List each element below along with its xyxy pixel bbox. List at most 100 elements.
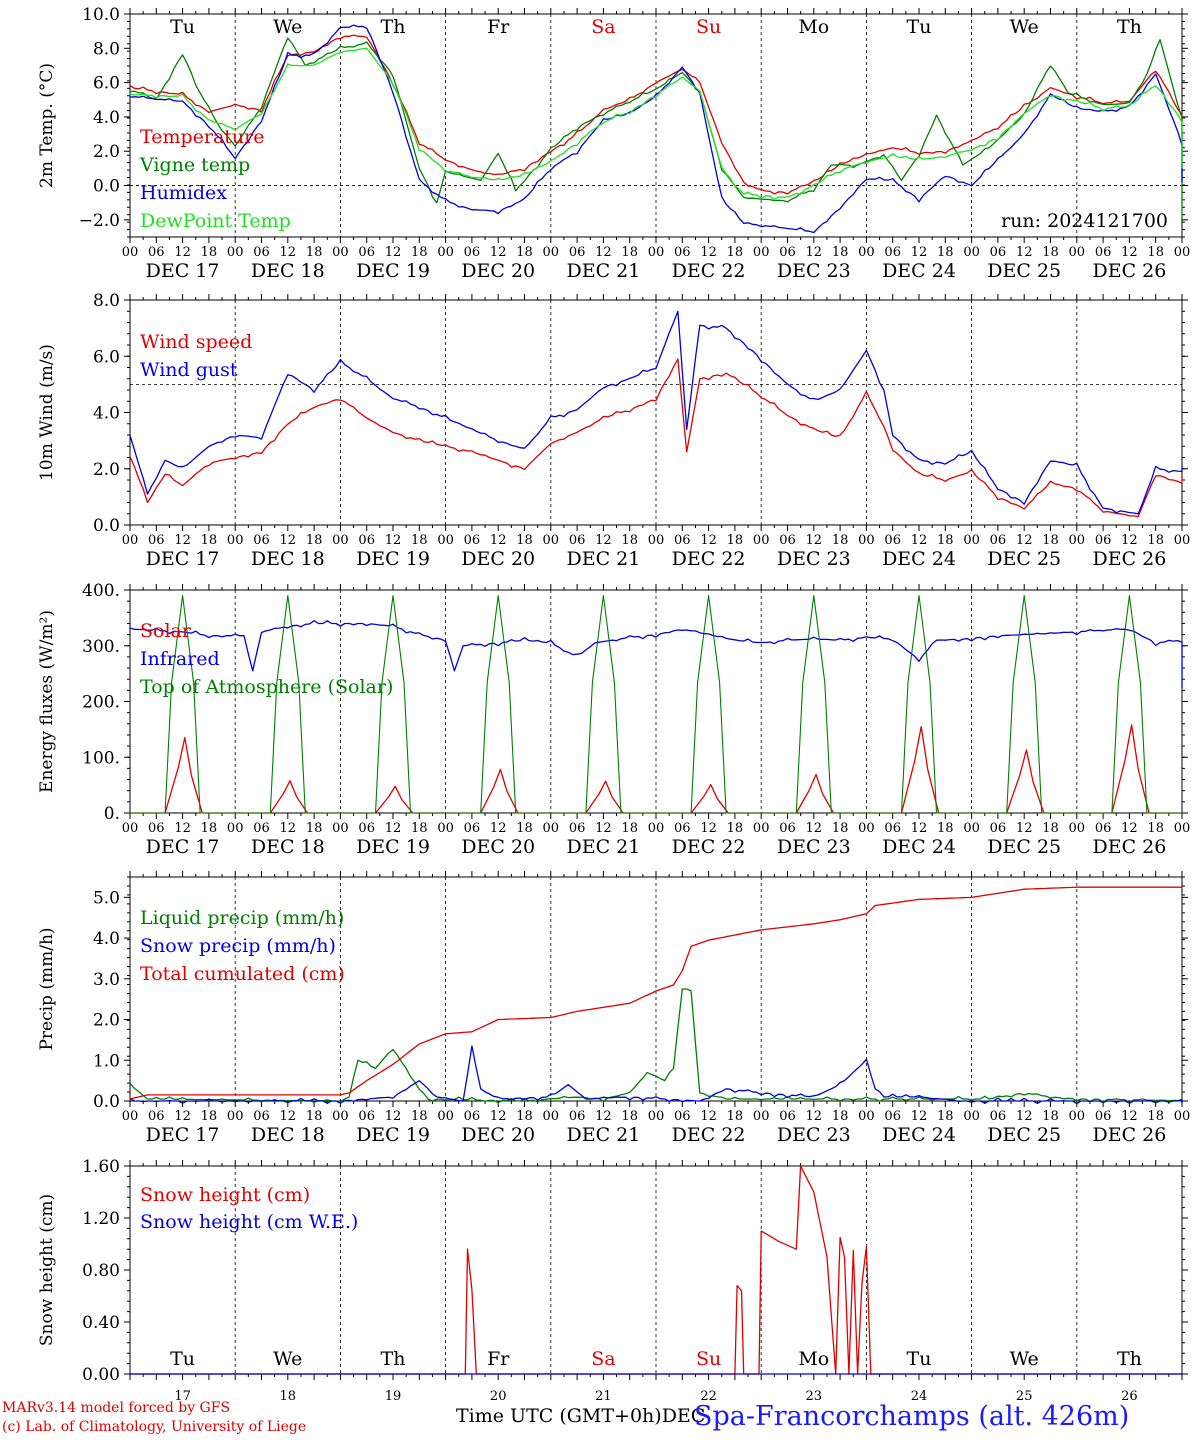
legend-entry: Vigne temp (139, 154, 250, 176)
day-label: DEC 20 (461, 836, 535, 858)
hour-tick-label: 18 (621, 245, 638, 260)
hour-tick-label: 00 (1069, 821, 1086, 836)
series-infrared (129, 620, 1183, 688)
weekday-label: We (1010, 1348, 1039, 1370)
hour-tick-label: 00 (437, 245, 454, 260)
legend-entry: Temperature (140, 126, 264, 148)
hour-tick-label: 00 (648, 533, 665, 548)
hour-tick-label: 06 (1095, 533, 1112, 548)
day-label: DEC 24 (882, 260, 956, 282)
hour-tick-label: 12 (1016, 821, 1033, 836)
hour-tick-label: 12 (595, 1109, 612, 1124)
hour-tick-label: 00 (858, 533, 875, 548)
day-label: DEC 23 (777, 1124, 851, 1146)
hour-tick-label: 06 (779, 1109, 796, 1124)
series-dewpoint-temp (129, 47, 1183, 200)
y-tick-label: 0. (104, 804, 120, 824)
hour-tick-label: 18 (621, 533, 638, 548)
y-tick-label: 5.0 (93, 888, 120, 908)
legend-entry: Snow height (cm) (140, 1184, 310, 1206)
y-tick-label: 2.0 (93, 142, 120, 162)
hour-tick-label: 00 (648, 821, 665, 836)
y-tick-label: −2.0 (79, 211, 120, 231)
series-humidex (129, 24, 1183, 234)
hour-tick-label: 18 (1042, 245, 1059, 260)
day-label: DEC 17 (146, 260, 220, 282)
day-label: DEC 17 (146, 836, 220, 858)
day-label: DEC 22 (672, 1124, 746, 1146)
day-number-label: 24 (911, 1389, 928, 1404)
day-label: DEC 22 (672, 260, 746, 282)
hour-tick-label: 18 (516, 245, 533, 260)
hour-tick-label: 18 (516, 821, 533, 836)
day-label: DEC 25 (987, 836, 1061, 858)
series-vigne-temp (129, 37, 1183, 220)
hour-tick-label: 12 (174, 821, 191, 836)
hour-tick-label: 12 (595, 245, 612, 260)
hour-tick-label: 12 (1121, 533, 1138, 548)
hour-tick-label: 18 (306, 1109, 323, 1124)
y-tick-label: 8.0 (93, 291, 120, 311)
series-top-of-atmosphere-solar (866, 595, 972, 814)
weekday-label: Mo (798, 1348, 829, 1370)
hour-tick-label: 12 (595, 533, 612, 548)
hour-tick-label: 18 (832, 245, 849, 260)
day-number-label: 19 (385, 1389, 402, 1404)
hour-tick-label: 18 (516, 1109, 533, 1124)
legend-entry: Snow precip (mm/h) (140, 935, 336, 957)
day-label: DEC 20 (461, 260, 535, 282)
hour-tick-label: 12 (700, 821, 717, 836)
hour-tick-label: 00 (543, 821, 560, 836)
hour-tick-label: 00 (753, 821, 770, 836)
hour-tick-label: 06 (779, 533, 796, 548)
y-tick-label: 200. (82, 693, 120, 713)
day-label: DEC 23 (777, 548, 851, 570)
lab-credit-line: (c) Lab. of Climatology, University of L… (2, 1419, 307, 1435)
series-solar (1076, 724, 1182, 814)
series-top-of-atmosphere-solar (1076, 595, 1182, 814)
y-tick-label: 100. (82, 748, 120, 768)
y-axis-label: Precip (mm/h) (37, 927, 57, 1050)
legend-entry: DewPoint Temp (140, 210, 291, 232)
hour-tick-label: 06 (358, 1109, 375, 1124)
hour-tick-label: 00 (437, 821, 454, 836)
hour-tick-label: 12 (1121, 245, 1138, 260)
hour-tick-label: 12 (490, 533, 507, 548)
day-label: DEC 25 (987, 260, 1061, 282)
hour-tick-label: 12 (280, 533, 297, 548)
weekday-label: Th (1117, 16, 1142, 38)
day-label: DEC 26 (1092, 548, 1166, 570)
model-credit-line: MARv3.14 model forced by GFS (2, 1400, 231, 1416)
hour-tick-label: 18 (411, 821, 428, 836)
weekday-label: Su (696, 1348, 721, 1370)
day-number-label: 22 (700, 1389, 717, 1404)
hour-tick-label: 12 (911, 533, 928, 548)
legend-entry: Humidex (140, 182, 227, 204)
hour-tick-label: 00 (122, 1109, 139, 1124)
day-label: DEC 21 (566, 548, 640, 570)
day-label: DEC 17 (146, 548, 220, 570)
weekday-label: Th (381, 16, 406, 38)
hour-tick-label: 12 (1016, 245, 1033, 260)
day-label: DEC 17 (146, 1124, 220, 1146)
day-label: DEC 24 (882, 836, 956, 858)
hour-tick-label: 00 (753, 533, 770, 548)
run-label: run: 2024121700 (1001, 210, 1168, 232)
hour-tick-label: 18 (937, 245, 954, 260)
series-solar (761, 773, 867, 814)
hour-tick-label: 06 (779, 245, 796, 260)
hour-tick-label: 06 (253, 245, 270, 260)
y-axis-label: Snow height (cm) (37, 1194, 57, 1346)
series-wind-gust (129, 310, 1183, 515)
weekday-label: Fr (487, 16, 510, 38)
hour-tick-label: 12 (700, 533, 717, 548)
hour-tick-label: 12 (280, 245, 297, 260)
hour-tick-label: 06 (148, 821, 165, 836)
hour-tick-label: 06 (674, 821, 691, 836)
weekday-label: Tu (907, 1348, 932, 1370)
hour-tick-label: 00 (963, 1109, 980, 1124)
hour-tick-label: 06 (464, 533, 481, 548)
legend-entry: Snow height (cm W.E.) (140, 1211, 358, 1233)
hour-tick-label: 18 (937, 533, 954, 548)
